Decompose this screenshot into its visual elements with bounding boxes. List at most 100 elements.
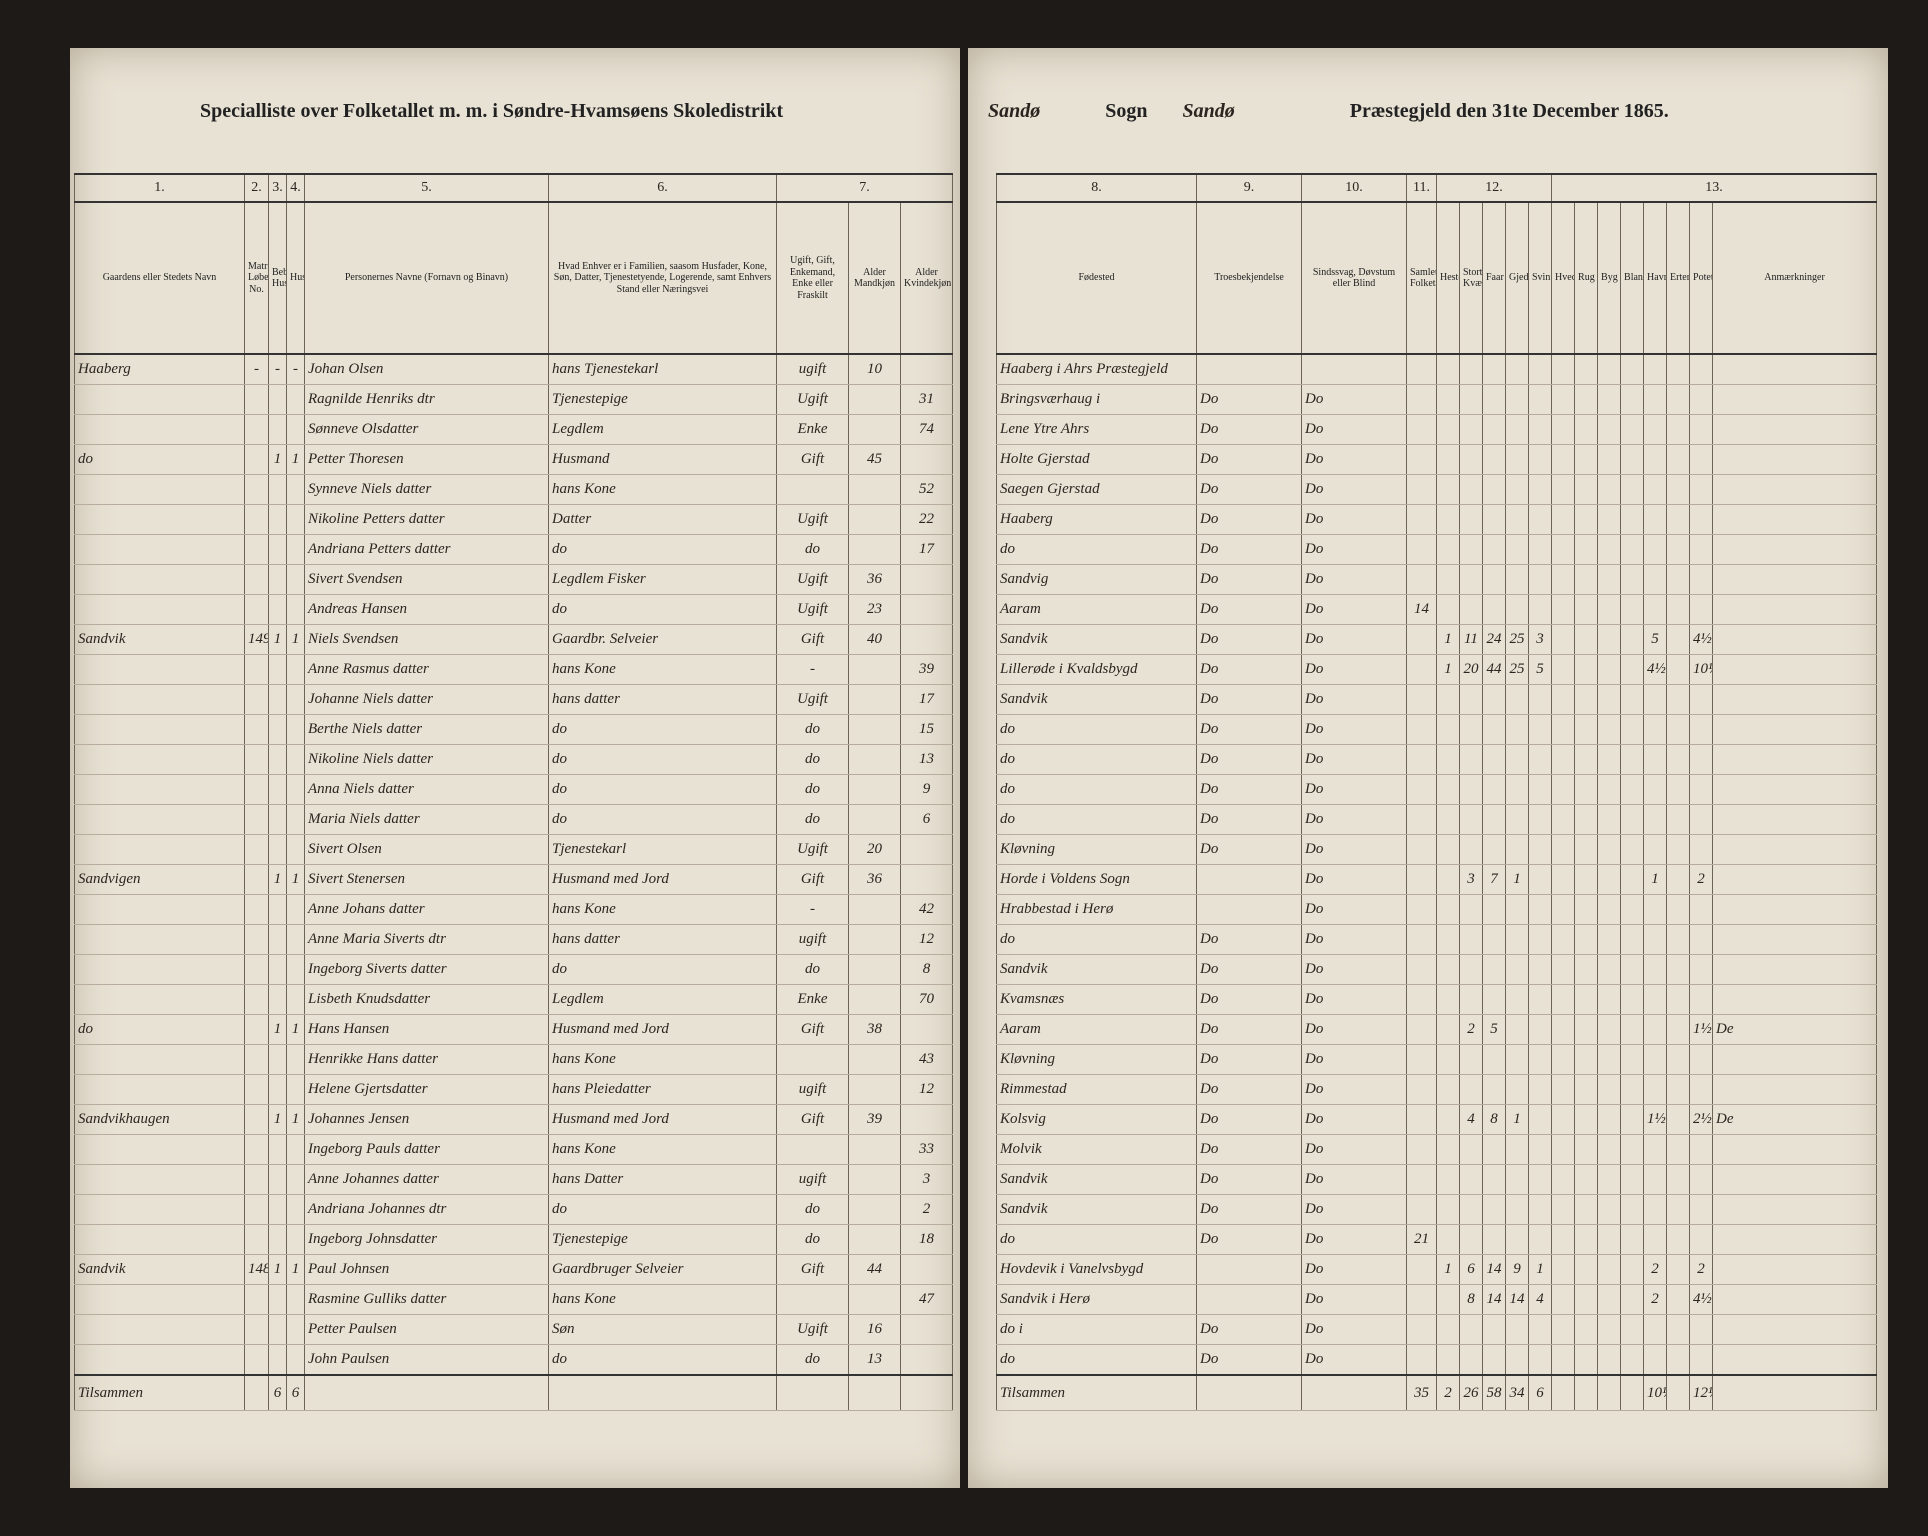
table-cell (899, 864, 954, 895)
table-cell (1505, 954, 1529, 985)
table-cell (1712, 474, 1878, 505)
table-cell (1620, 564, 1645, 595)
table-cell (1527, 1014, 1553, 1045)
table-cell: Ugift (776, 594, 849, 625)
table-cell: 8 (1482, 1104, 1506, 1135)
table-cell (1643, 834, 1668, 865)
table-cell: 12 (899, 924, 954, 955)
table-cell (1196, 1284, 1302, 1315)
table-cell: Maria Niels datter (304, 804, 549, 835)
table-cell (1666, 744, 1691, 775)
table-cell (1551, 1074, 1576, 1105)
table-cell (1574, 594, 1599, 625)
table-cell (1597, 444, 1622, 475)
table-cell: 7 (1482, 864, 1506, 895)
table-cell: Henrikke Hans datter (304, 1044, 549, 1075)
table-cell (1643, 894, 1668, 925)
table-cell: Legdlem Fisker (548, 564, 777, 595)
table-cell: 10½ (1689, 654, 1714, 685)
table-cell (848, 384, 901, 415)
table-cell: Andriana Petters datter (304, 534, 549, 565)
table-cell: 24 (1482, 624, 1506, 655)
table-cell (1436, 774, 1460, 805)
table-cell: Tilsammen (996, 1374, 1197, 1411)
table-cell: Do (1301, 774, 1407, 805)
table-cell: 2 (899, 1194, 954, 1225)
table-cell (1551, 414, 1576, 445)
table-row: Sandvikhaugen 1 1 Johannes Jensen Husmand me… (74, 1104, 954, 1135)
table-cell (1597, 864, 1622, 895)
table-row: do Do Do (996, 534, 1878, 565)
table-cell (1527, 804, 1553, 835)
table-cell (1527, 1044, 1553, 1075)
table-cell (1527, 384, 1553, 415)
table-cell: 39 (899, 654, 954, 685)
table-cell (1689, 1134, 1714, 1165)
table-row: Synneve Niels datter hans Kone 52 (74, 474, 954, 505)
table-cell (776, 1044, 849, 1075)
table-cell: 5 (1527, 654, 1553, 685)
table-cell (286, 1074, 305, 1105)
table-cell (1574, 954, 1599, 985)
column-heading: Byg (1597, 202, 1622, 355)
table-cell (1620, 1044, 1645, 1075)
table-cell (1196, 894, 1302, 925)
table-cell (268, 984, 287, 1015)
table-cell (1406, 1194, 1437, 1225)
table-cell (1574, 384, 1599, 415)
column-heading: Beboede Huse (268, 202, 287, 355)
table-cell (899, 354, 954, 385)
table-row: Sandvik Do Do (996, 1194, 1878, 1225)
table-row: do Do Do (996, 924, 1878, 955)
table-cell: 2 (1459, 1014, 1483, 1045)
column-heading-row: Gaardens eller Stedets NavnMatrikul Løbe… (74, 202, 954, 355)
table-cell (244, 1104, 269, 1135)
table-cell: do (548, 714, 777, 745)
table-cell (1666, 414, 1691, 445)
table-cell (1574, 1284, 1599, 1315)
table-cell (1459, 1074, 1483, 1105)
table-cell (286, 1134, 305, 1165)
table-cell (1689, 954, 1714, 985)
table-cell (74, 504, 245, 535)
table-cell: 6 (1527, 1374, 1553, 1411)
table-cell (1574, 924, 1599, 955)
table-cell (1597, 984, 1622, 1015)
table-cell (1620, 1374, 1645, 1411)
table-cell (1597, 1074, 1622, 1105)
table-cell (1406, 1254, 1437, 1285)
table-cell (74, 684, 245, 715)
table-cell (1597, 1194, 1622, 1225)
table-cell (1620, 1314, 1645, 1345)
table-cell (1505, 474, 1529, 505)
table-cell: do (996, 744, 1197, 775)
table-cell: Do (1301, 924, 1407, 955)
table-cell (286, 654, 305, 685)
table-row: Nikoline Petters datter Datter Ugift 22 (74, 504, 954, 535)
table-cell (286, 384, 305, 415)
table-cell: 3 (899, 1164, 954, 1195)
table-cell (1712, 354, 1878, 385)
table-cell (1574, 744, 1599, 775)
table-cell: do (776, 1344, 849, 1376)
table-cell: 2½ (1689, 1104, 1714, 1135)
table-cell (776, 1284, 849, 1315)
table-cell (74, 654, 245, 685)
table-cell (1666, 1044, 1691, 1075)
table-cell: Søn (548, 1314, 777, 1345)
table-cell (1406, 684, 1437, 715)
table-cell: 1 (286, 864, 305, 895)
table-cell: Do (1196, 1164, 1302, 1195)
table-cell: Do (1301, 1344, 1407, 1376)
table-cell: 14 (1482, 1254, 1506, 1285)
table-cell: Gaardbruger Selveier (548, 1254, 777, 1285)
table-cell: Husmand med Jord (548, 1104, 777, 1135)
column-heading: Blandkorn (1620, 202, 1645, 355)
table-cell (1712, 774, 1878, 805)
table-cell (1505, 1074, 1529, 1105)
table-cell: 40 (848, 624, 901, 655)
table-cell (848, 1374, 901, 1411)
table-cell (244, 894, 269, 925)
table-cell (1551, 864, 1576, 895)
table-cell: Do (1301, 654, 1407, 685)
